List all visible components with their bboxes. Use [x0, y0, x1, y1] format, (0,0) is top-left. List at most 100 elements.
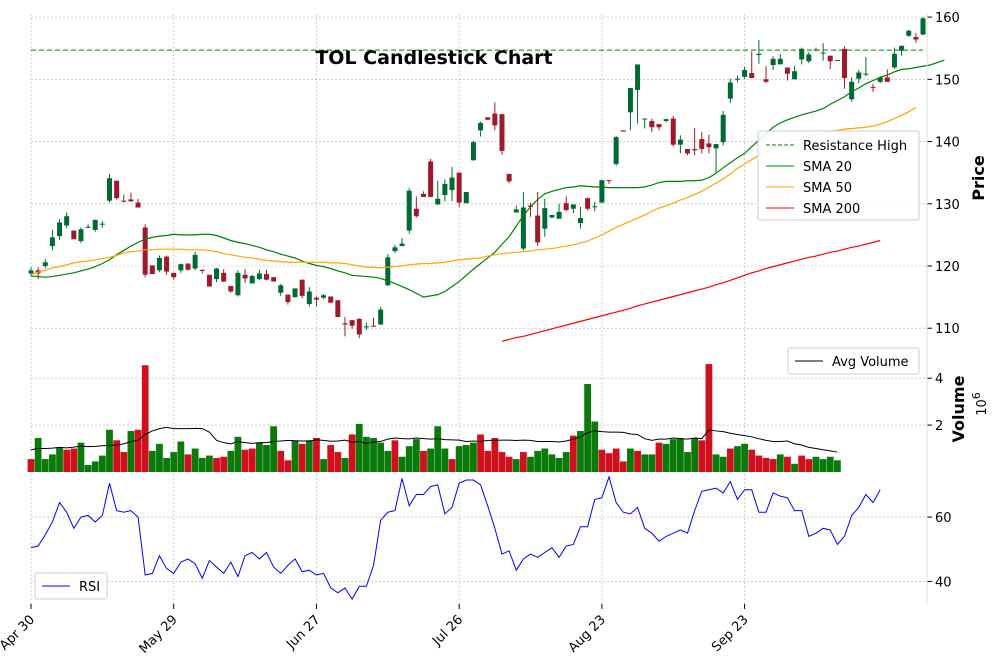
- volume-bar: [327, 445, 335, 472]
- volume-bar: [34, 437, 42, 472]
- volume-bar: [291, 440, 299, 472]
- volume-bar: [591, 421, 599, 472]
- candle-body: [342, 323, 348, 325]
- candle-body: [57, 222, 63, 237]
- chart-title: TOL Candlestick Chart: [315, 47, 552, 69]
- volume-bar: [320, 459, 327, 472]
- candle-body: [627, 88, 633, 113]
- candle-body: [670, 118, 676, 145]
- candle-body: [449, 177, 455, 191]
- candle-body: [556, 211, 562, 219]
- candle-body: [71, 230, 77, 240]
- candle-body: [435, 198, 441, 205]
- volume-bar: [662, 443, 670, 472]
- volume-bar: [405, 446, 413, 472]
- volume-bar: [298, 443, 306, 472]
- price-axis-label: Price: [969, 155, 988, 201]
- x-tick-label: Sep 23: [709, 612, 752, 655]
- legend-sma200: SMA 200: [803, 202, 860, 217]
- candle-body: [499, 114, 505, 151]
- sma200-line: [501, 239, 881, 342]
- candle-body: [99, 223, 105, 225]
- candle-body: [356, 318, 362, 335]
- volume-bar: [519, 452, 527, 472]
- candle-body: [413, 208, 419, 217]
- candle-body: [399, 243, 405, 247]
- sma20-line: [30, 59, 945, 298]
- legend-rsi: RSI: [79, 580, 100, 595]
- volume-bar: [141, 365, 149, 472]
- candle-body: [478, 122, 484, 131]
- candle-body: [727, 82, 733, 99]
- volume-bar: [491, 437, 499, 472]
- candle-body: [906, 30, 912, 36]
- candle-body: [263, 274, 269, 280]
- volume-bar: [505, 456, 513, 472]
- volume-bar: [769, 459, 777, 472]
- volume-bar: [41, 459, 49, 472]
- volume-bar: [277, 450, 285, 472]
- volume-bar: [605, 453, 613, 472]
- volume-bar: [512, 459, 520, 472]
- volume-bar: [213, 457, 220, 472]
- candle-body: [164, 256, 170, 272]
- candle-body: [620, 130, 626, 132]
- candle-body: [185, 263, 191, 270]
- candle-body: [913, 37, 919, 40]
- volume-bar: [170, 452, 178, 472]
- volume-bar: [627, 448, 634, 472]
- rsi-y-tick-label: 40: [935, 575, 952, 590]
- volume-bar: [427, 448, 435, 472]
- volume-bar: [156, 443, 163, 472]
- volume-bar: [363, 436, 370, 472]
- volume-bar: [148, 450, 156, 472]
- candle-body: [506, 173, 512, 182]
- candle-body: [763, 79, 769, 82]
- volume-bar: [726, 448, 734, 472]
- price-y-tick-label: 130: [935, 198, 960, 213]
- x-tick-label: Jul 26: [429, 612, 466, 649]
- candle-body: [599, 180, 605, 203]
- volume-bar: [648, 454, 656, 472]
- candle-body: [642, 118, 648, 120]
- volume-panel: [27, 364, 841, 472]
- volume-bar: [741, 443, 748, 472]
- volume-bar: [776, 454, 784, 472]
- candle-body: [92, 219, 98, 230]
- candle-body: [249, 275, 255, 284]
- candle-body: [563, 203, 569, 210]
- volume-bar: [555, 457, 563, 472]
- volume-bar: [477, 434, 484, 472]
- rsi-y-tick-label: 60: [935, 511, 952, 526]
- candle-body: [142, 227, 148, 275]
- candle-body: [363, 326, 369, 328]
- rsi-line: [30, 475, 881, 601]
- volume-bar: [184, 454, 192, 472]
- candle-body: [292, 288, 298, 298]
- grid-lines: [30, 14, 927, 604]
- candle-body: [592, 206, 598, 208]
- axes: Apr 30 May 29 Jun 27 Jul 26 Aug 23 Sep 23 110 1…: [0, 11, 960, 657]
- volume-bar: [712, 454, 720, 472]
- volume-bar: [676, 437, 684, 472]
- candle-body: [649, 121, 655, 128]
- candle-body: [392, 247, 398, 252]
- candle-body: [299, 279, 305, 296]
- candle-body: [456, 172, 462, 203]
- candle-body: [256, 273, 262, 280]
- volume-bar: [698, 440, 706, 472]
- volume-bar: [470, 442, 477, 472]
- volume-bar: [455, 446, 463, 472]
- volume-bar: [562, 452, 570, 472]
- volume-bar: [748, 449, 756, 472]
- volume-bar: [191, 448, 199, 472]
- candle-body: [178, 264, 184, 271]
- candle-body: [720, 114, 726, 143]
- candle-body: [328, 296, 334, 303]
- volume-bar: [833, 460, 841, 472]
- volume-bar: [91, 461, 99, 472]
- candle-body: [135, 202, 141, 208]
- candle-body: [606, 180, 612, 182]
- volume-bar: [705, 364, 713, 472]
- candle-body: [827, 55, 833, 62]
